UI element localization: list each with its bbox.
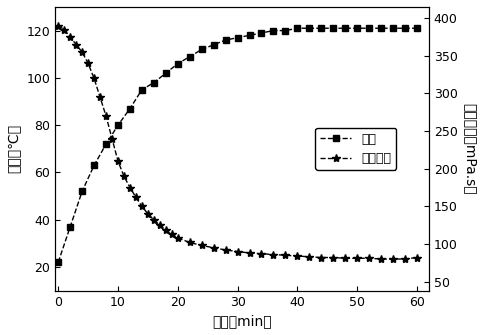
Legend: 温度, 表观粘度: 温度, 表观粘度 [315, 128, 396, 170]
X-axis label: 时间（min）: 时间（min） [212, 314, 272, 328]
Y-axis label: 温度（℃）: 温度（℃） [7, 124, 21, 173]
Y-axis label: 表观粘度（mPa.s）: 表观粘度（mPa.s） [463, 103, 477, 195]
